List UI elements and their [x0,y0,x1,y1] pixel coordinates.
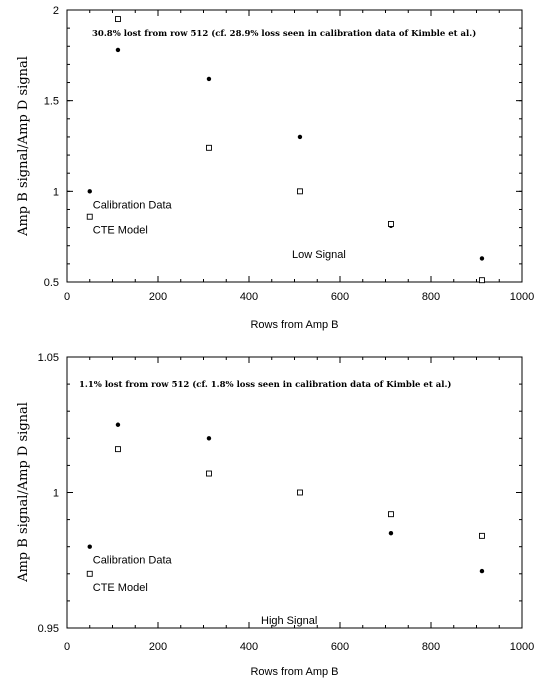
legend-marker [87,189,92,194]
cte-model-point [115,446,121,453]
legend-marker [86,213,93,220]
x-tick-label: 400 [240,291,258,303]
calibration-point [206,76,212,82]
cte-model-point [206,470,212,477]
x-tick-label: 0 [64,641,70,653]
x-tick-label: 1000 [510,641,534,653]
x-ticks: 0 200 400 600 800 1000 [64,357,534,653]
plot-frame [66,9,523,283]
y-ticks: 0.95 1 1.05 [38,352,522,635]
x-tick-label: 200 [149,291,167,303]
chart-panel-low-signal: 0 200 400 600 800 1000 0.5 1 1.5 2 Calibration D… [16,5,534,331]
legend-label: CTE Model [93,582,148,594]
calibration-point [206,436,212,441]
x-axis-title: Rows from Amp B [250,666,338,678]
y-tick-label: 1.05 [38,352,59,364]
cte-model-point [115,16,121,23]
chart-panel-high-signal: 0 200 400 600 800 1000 0.95 1 1.05 Calibration … [16,352,534,678]
x-axis-title: Rows from Amp B [250,319,338,331]
calibration-point [479,568,485,574]
cte-model-point [479,532,485,539]
x-tick-label: 600 [331,641,349,653]
y-ticks: 0.5 1 1.5 2 [44,5,522,289]
calibration-point [115,422,121,427]
calibration-point [297,134,303,140]
y-tick-label: 1 [53,186,59,198]
annotation: 30.8% lost from row 512 (cf. 28.9% loss … [92,28,476,39]
x-tick-label: 1000 [510,291,534,303]
cte-model-point [297,188,303,195]
y-tick-label: 2 [53,5,59,17]
y-tick-label: 1.5 [44,96,59,108]
legend-label: Calibration Data [93,555,173,567]
annotation: 1.1% lost from row 512 (cf. 1.8% loss se… [79,379,451,390]
legend-label: Calibration Data [93,199,173,211]
x-tick-label: 400 [240,641,258,653]
legend: Calibration Data CTE Model [86,544,173,594]
calibration-point [479,256,485,261]
cte-model-point [297,489,303,496]
legend: Calibration Data CTE Model [86,189,173,237]
x-tick-label: 200 [149,641,167,653]
legend-marker [87,544,92,549]
x-tick-label: 0 [64,291,70,303]
data-marks [115,422,485,574]
x-tick-label: 800 [422,291,440,303]
y-tick-label: 0.95 [38,623,59,635]
panel-label: High Signal [261,615,317,627]
legend-marker [86,570,93,577]
y-tick-label: 1 [53,488,59,500]
cte-model-point [388,221,394,227]
x-ticks: 0 200 400 600 800 1000 [64,10,534,303]
cte-model-point [206,144,212,151]
panel-label: Low Signal [292,249,346,261]
calibration-point [388,530,394,536]
x-tick-label: 600 [331,291,349,303]
data-marks [115,16,485,284]
y-tick-label: 0.5 [44,277,59,289]
cte-model-point [388,511,394,518]
y-axis-title: Amp B signal/Amp D signal [16,402,31,583]
calibration-point [115,47,121,53]
legend-label: CTE Model [93,225,148,237]
y-axis-title: Amp B signal/Amp D signal [16,56,31,237]
cte-model-point [479,277,485,284]
x-tick-label: 800 [422,641,440,653]
